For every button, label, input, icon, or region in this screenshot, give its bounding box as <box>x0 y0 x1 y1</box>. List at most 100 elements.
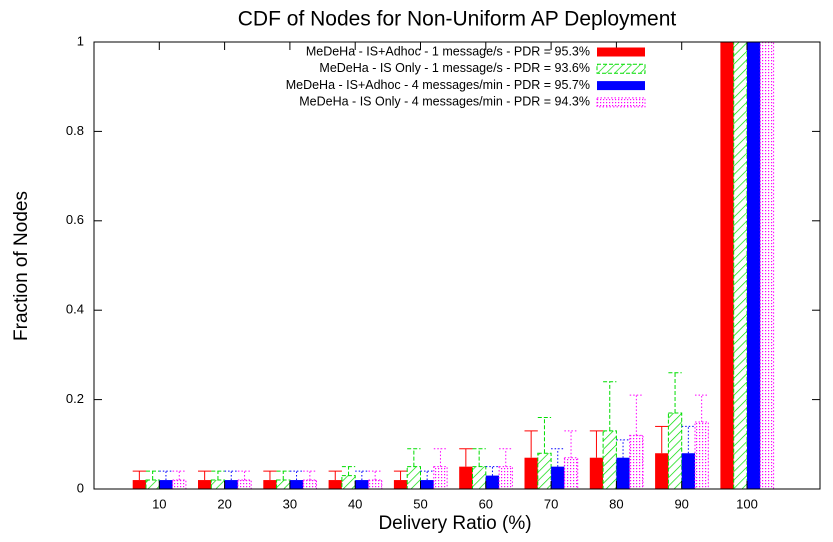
x-tick-label: 100 <box>736 496 758 511</box>
x-tick-label: 90 <box>674 496 688 511</box>
y-tick-label: 0.6 <box>66 212 84 227</box>
error-bar <box>355 470 369 481</box>
error-bar <box>524 430 538 458</box>
bar <box>237 479 252 489</box>
bar <box>198 480 212 489</box>
x-tick-label: 60 <box>479 496 493 511</box>
error-bar <box>237 470 252 481</box>
bar <box>733 42 748 489</box>
legend-swatch <box>597 47 645 57</box>
legend-swatch <box>597 81 645 91</box>
error-bar <box>211 470 225 481</box>
x-tick-label: 80 <box>609 496 623 511</box>
error-bar <box>472 448 486 467</box>
bar <box>472 466 487 489</box>
y-axis-title: Fraction of Nodes <box>11 191 32 341</box>
bar <box>132 480 146 489</box>
bar <box>355 480 369 489</box>
bar <box>459 466 473 489</box>
bar <box>485 475 500 489</box>
bar <box>537 452 552 489</box>
error-bar <box>459 448 473 467</box>
error-bar <box>276 470 290 481</box>
bar <box>210 479 226 489</box>
error-bar <box>603 381 617 431</box>
bar <box>747 42 761 489</box>
bar <box>720 42 734 489</box>
x-tick-label: 20 <box>217 496 231 511</box>
bar <box>589 457 604 489</box>
error-bar <box>616 439 630 458</box>
error-bar <box>655 425 669 454</box>
chart-title: CDF of Nodes for Non-Uniform AP Deployme… <box>238 8 677 31</box>
y-tick-label: 0 <box>77 480 84 495</box>
plot-frame <box>93 41 821 490</box>
error-bar <box>420 470 434 481</box>
error-bar <box>146 470 160 481</box>
error-bar <box>132 470 146 481</box>
bar <box>393 480 408 489</box>
error-bar <box>328 470 342 481</box>
error-bar <box>172 470 186 481</box>
bar <box>602 430 617 489</box>
bar <box>328 480 342 489</box>
y-tick-label: 0.2 <box>66 391 84 406</box>
bar <box>276 479 291 489</box>
bar <box>433 466 448 489</box>
bar <box>563 457 579 489</box>
x-tick-label: 50 <box>413 496 427 511</box>
error-bar <box>407 448 421 467</box>
error-bar <box>551 448 565 467</box>
error-bar <box>564 430 578 458</box>
bar <box>629 434 644 489</box>
legend-label: MeDeHa - IS+Adhoc - 4 messages/min - PDR… <box>286 78 590 92</box>
bar <box>524 457 538 489</box>
bar <box>694 421 709 489</box>
error-bar <box>681 425 695 454</box>
bar <box>667 412 683 489</box>
plot-area: 0 0.2 0.4 0.6 0.8 1 10 20 30 40 50 60 70 80 90 100 MeDeH… <box>66 33 821 511</box>
error-bar <box>289 470 304 481</box>
error-bar <box>368 470 382 481</box>
bar <box>406 466 422 489</box>
bar <box>159 480 173 489</box>
bars <box>132 42 775 489</box>
error-bar <box>668 372 682 414</box>
bar <box>224 480 238 489</box>
bar <box>498 466 513 489</box>
legend-label: MeDeHa - IS+Adhoc - 1 message/s - PDR = … <box>306 44 590 58</box>
bar <box>263 480 277 489</box>
bar <box>302 479 318 489</box>
error-bar <box>537 416 552 454</box>
error-bar <box>303 470 317 481</box>
bar <box>681 453 695 489</box>
legend-label: MeDeHa - IS Only - 1 message/s - PDR = 9… <box>319 61 590 75</box>
x-tick-label: 10 <box>152 496 166 511</box>
error-bar <box>198 470 212 481</box>
y-tick-label: 0.8 <box>66 123 84 138</box>
legend-swatch <box>596 63 646 74</box>
error-bar <box>263 470 277 481</box>
bar <box>172 479 187 489</box>
error-bar <box>224 470 238 481</box>
error-bar <box>341 466 356 476</box>
bar <box>289 480 304 489</box>
bar <box>145 479 160 489</box>
x-tick-label: 70 <box>544 496 558 511</box>
bar <box>616 457 630 489</box>
error-bar <box>393 470 408 481</box>
x-tick-label: 30 <box>283 496 297 511</box>
x-tick-label: 40 <box>348 496 362 511</box>
bar <box>341 475 356 489</box>
y-tick-label: 1 <box>77 33 84 48</box>
error-bar <box>499 448 513 467</box>
error-bar <box>589 430 604 458</box>
bar <box>551 466 565 489</box>
error-bar <box>695 394 709 422</box>
x-axis-title: Delivery Ratio (%) <box>378 513 531 534</box>
legend-swatch <box>596 97 646 108</box>
bar <box>759 42 775 489</box>
bar <box>655 453 669 489</box>
legend-label: MeDeHa - IS Only - 4 messages/min - PDR … <box>299 95 590 109</box>
bar <box>368 479 383 489</box>
